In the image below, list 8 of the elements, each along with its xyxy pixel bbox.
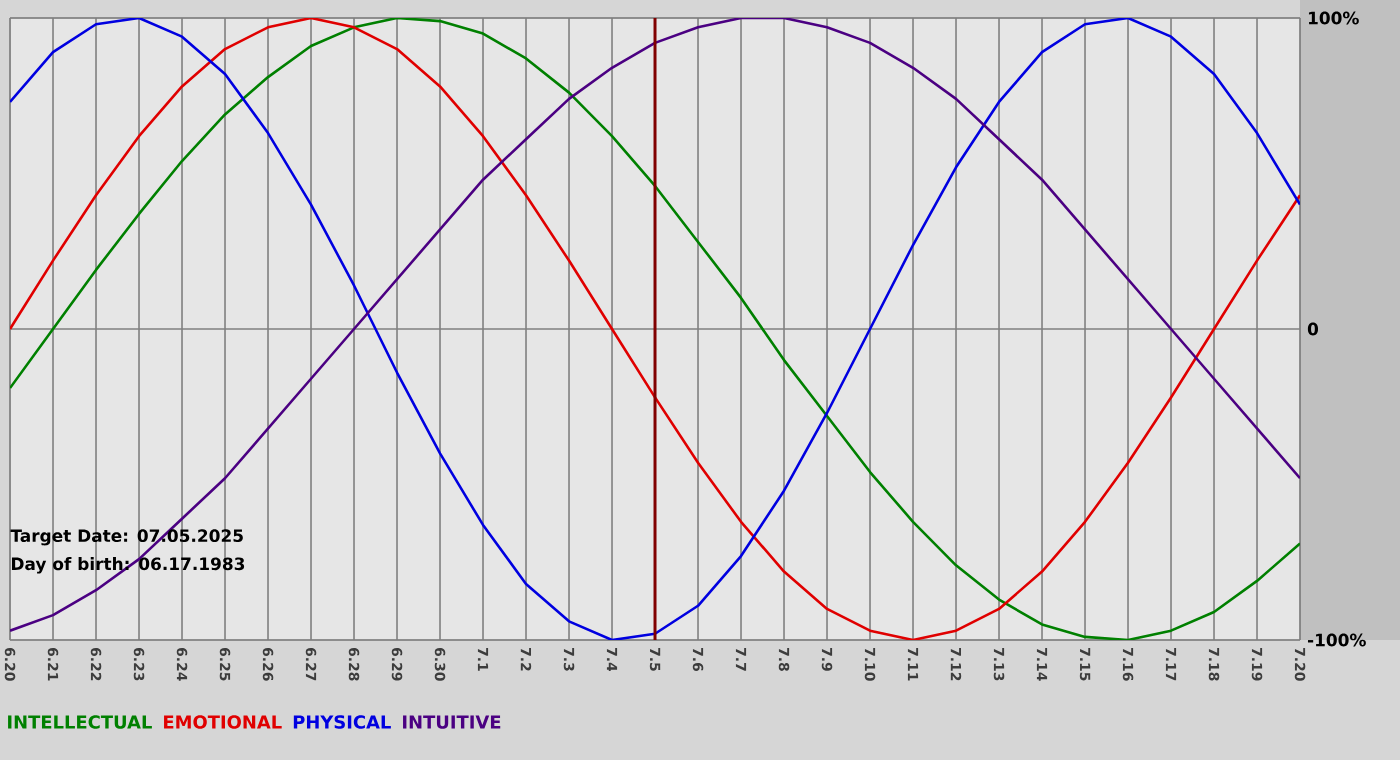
y-tick-label: 100% [1308,11,1359,25]
text: INTELLECTUAL [8,715,152,729]
y-tick-label: 0 [1307,322,1319,336]
y-tick-label: -100% [1307,633,1366,647]
text: EMOTIONAL [164,715,282,729]
text: INTUITIVE [403,715,501,729]
text: PHYSICAL [293,715,391,729]
annotation: Day of birth: 06.17.1983 [11,557,245,574]
